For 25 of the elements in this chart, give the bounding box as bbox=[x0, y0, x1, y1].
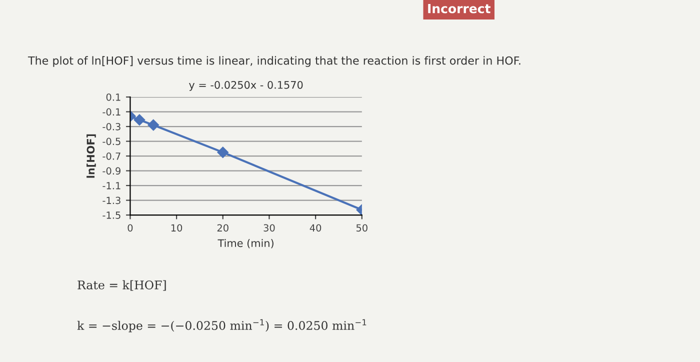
chart-subtitle: y = -0.0250x - 0.1570 bbox=[189, 80, 303, 91]
x-tick-label: 50 bbox=[356, 224, 368, 232]
y-tick-label: -0.5 bbox=[102, 138, 120, 146]
point bbox=[148, 119, 159, 131]
point bbox=[217, 146, 228, 158]
text: k = −slope = −(−0.0250 min$^{−1}$) = 0.0250 min$^{−1}$ bbox=[77, 319, 366, 332]
y-tick-label: -1.5 bbox=[102, 212, 120, 219]
y-tick-label: -1.3 bbox=[102, 196, 120, 204]
y-tick-label: -0.1 bbox=[102, 108, 120, 116]
x-tick-label: 40 bbox=[310, 224, 322, 232]
text: Rate = k[HOF] bbox=[78, 280, 166, 291]
x-axis-title: Time (min) bbox=[218, 239, 274, 248]
y-tick-label: -0.3 bbox=[102, 122, 120, 130]
chart-title: The plot of ln[HOF] versus time is linear, indicating that the reaction is first order in HOF. bbox=[28, 56, 520, 67]
point bbox=[134, 114, 146, 126]
x-tick-label: 20 bbox=[217, 224, 228, 232]
y-tick-label: -0.7 bbox=[102, 152, 120, 160]
y-axis-title: ln[HOF] bbox=[86, 134, 96, 178]
x-tick-label: 30 bbox=[264, 224, 275, 232]
y-tick-label: -0.9 bbox=[102, 167, 120, 175]
text: Incorrect bbox=[428, 4, 490, 14]
y-tick-label: -1.1 bbox=[102, 182, 120, 190]
x-tick-label: 0 bbox=[128, 224, 133, 232]
x-tick-label: 10 bbox=[171, 224, 182, 232]
y-tick-label: 0.1 bbox=[106, 93, 120, 101]
